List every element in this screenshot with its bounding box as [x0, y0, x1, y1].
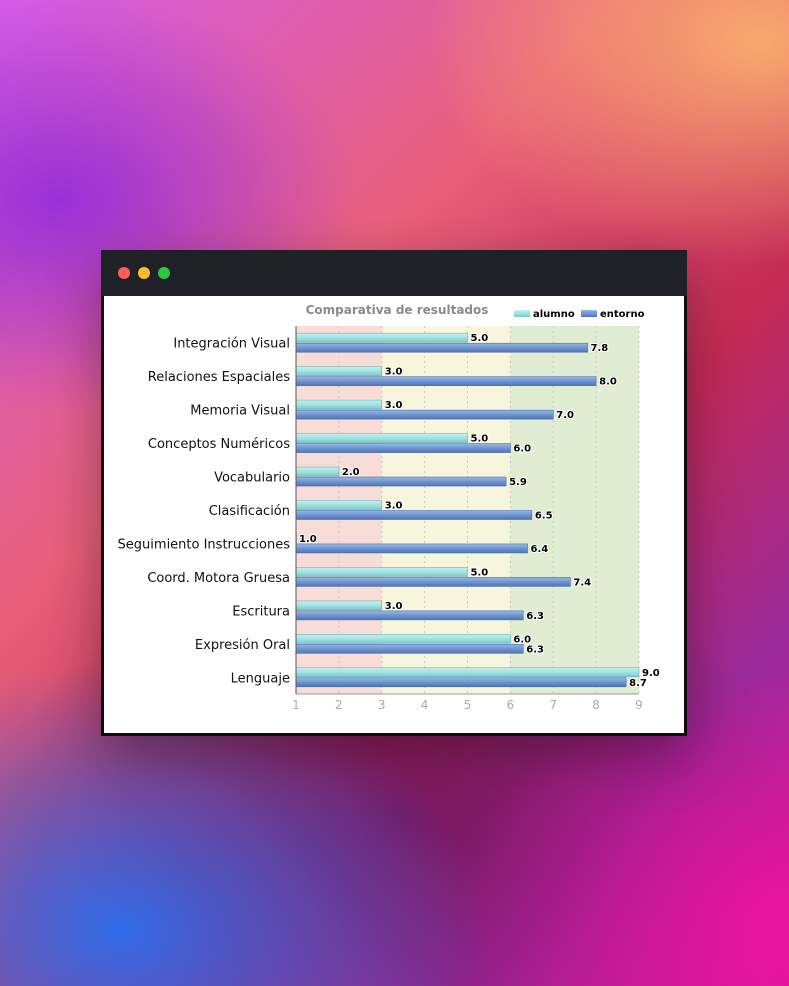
x-tick-label: 8 — [592, 698, 600, 712]
x-tick-label: 5 — [464, 698, 472, 712]
x-tick-label: 6 — [507, 698, 515, 712]
legend-swatch — [514, 310, 530, 317]
value-label: 5.0 — [471, 434, 489, 445]
value-label: 6.4 — [531, 544, 549, 555]
value-label: 6.5 — [535, 511, 553, 522]
legend-swatch — [581, 310, 597, 317]
bar-alumno — [295, 567, 468, 577]
category-label: Conceptos Numéricos — [148, 437, 290, 452]
bar-entorno — [295, 677, 627, 688]
value-label: 1.0 — [299, 534, 317, 545]
legend-label: alumno — [533, 309, 575, 320]
bar-alumno — [295, 634, 511, 644]
value-label: 9.0 — [642, 668, 660, 679]
value-label: 7.0 — [556, 410, 574, 421]
background-band — [381, 326, 511, 694]
category-label: Expresión Oral — [195, 638, 290, 653]
x-tick-label: 2 — [335, 698, 343, 712]
category-label: Vocabulario — [214, 471, 290, 486]
category-label: Seguimiento Instrucciones — [118, 537, 291, 552]
value-label: 6.3 — [526, 611, 544, 622]
bar-alumno — [295, 399, 383, 410]
bar-entorno — [295, 577, 571, 587]
legend-label: entorno — [600, 309, 645, 320]
value-label: 5.9 — [509, 477, 527, 488]
bar-entorno — [295, 644, 524, 654]
bar-entorno — [295, 476, 507, 487]
value-label: 6.0 — [513, 634, 531, 645]
value-label: 3.0 — [385, 400, 403, 411]
bar-alumno — [295, 667, 640, 678]
minimize-icon[interactable] — [138, 267, 150, 279]
category-label: Memoria Visual — [190, 404, 290, 419]
value-label: 3.0 — [385, 501, 403, 512]
bar-entorno — [295, 510, 533, 520]
x-tick-label: 3 — [378, 698, 386, 712]
bar-entorno — [295, 342, 588, 353]
bar-entorno — [295, 610, 524, 621]
value-label: 5.0 — [471, 567, 489, 578]
category-label: Escritura — [232, 604, 290, 619]
background-band — [510, 326, 639, 694]
x-tick-label: 1 — [292, 698, 300, 712]
chart-panel: Comparativa de resultados alumno entorno … — [101, 296, 687, 736]
category-label: Clasificación — [209, 504, 290, 519]
x-tick-label: 9 — [635, 698, 643, 712]
value-label: 6.0 — [513, 444, 531, 455]
value-label: 2.0 — [342, 467, 360, 478]
bar-alumno — [295, 466, 340, 477]
legend: alumno entorno — [514, 309, 645, 320]
category-label: Relaciones Espaciales — [148, 370, 290, 385]
category-label: Integración Visual — [173, 337, 290, 352]
bar-entorno — [295, 376, 597, 386]
bar-entorno — [295, 443, 511, 453]
value-label: 7.4 — [573, 577, 591, 588]
title-bar — [101, 250, 687, 296]
value-label: 8.7 — [629, 678, 647, 689]
category-label: Coord. Motora Gruesa — [147, 571, 290, 586]
bar-entorno — [295, 543, 528, 554]
bar-alumno — [295, 332, 468, 343]
value-label: 6.3 — [526, 644, 544, 655]
app-window: Comparativa de resultados alumno entorno … — [101, 250, 687, 736]
category-label: Lenguaje — [231, 671, 290, 686]
value-label: 8.0 — [599, 377, 617, 388]
value-label: 3.0 — [385, 601, 403, 612]
close-icon[interactable] — [118, 267, 130, 279]
bar-entorno — [295, 409, 554, 420]
value-label: 3.0 — [385, 367, 403, 378]
bar-alumno — [295, 433, 468, 443]
x-tick-label: 7 — [549, 698, 557, 712]
chart-title: Comparativa de resultados — [306, 303, 489, 317]
zoom-icon[interactable] — [158, 267, 170, 279]
x-tick-label: 4 — [421, 698, 429, 712]
bar-alumno — [295, 600, 383, 611]
value-label: 7.8 — [591, 343, 609, 354]
bar-alumno — [295, 366, 383, 376]
bar-chart: Comparativa de resultados alumno entorno … — [118, 303, 661, 712]
value-label: 5.0 — [471, 333, 489, 344]
bar-alumno — [295, 500, 383, 510]
